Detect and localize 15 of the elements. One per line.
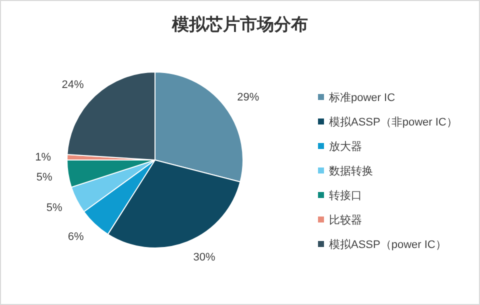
data-label: 6% <box>68 230 84 243</box>
legend-label: 模拟ASSP（非power IC） <box>329 116 458 128</box>
data-label: 1% <box>35 152 52 164</box>
data-label: 30% <box>193 252 216 264</box>
data-label: 29% <box>237 91 260 104</box>
legend-label: 比较器 <box>329 214 362 226</box>
legend-label: 转接口 <box>329 189 362 202</box>
chart-title: 模拟芯片市场分布 <box>171 15 308 34</box>
legend-label: 数据转换 <box>329 166 373 178</box>
legend-label: 模拟ASSP（power IC） <box>329 238 446 251</box>
legend-label: 标准power IC <box>328 91 396 104</box>
data-label: 24% <box>62 79 84 92</box>
data-label: 5% <box>36 171 52 184</box>
data-label: 5% <box>46 202 63 214</box>
legend-label: 放大器 <box>329 140 362 153</box>
